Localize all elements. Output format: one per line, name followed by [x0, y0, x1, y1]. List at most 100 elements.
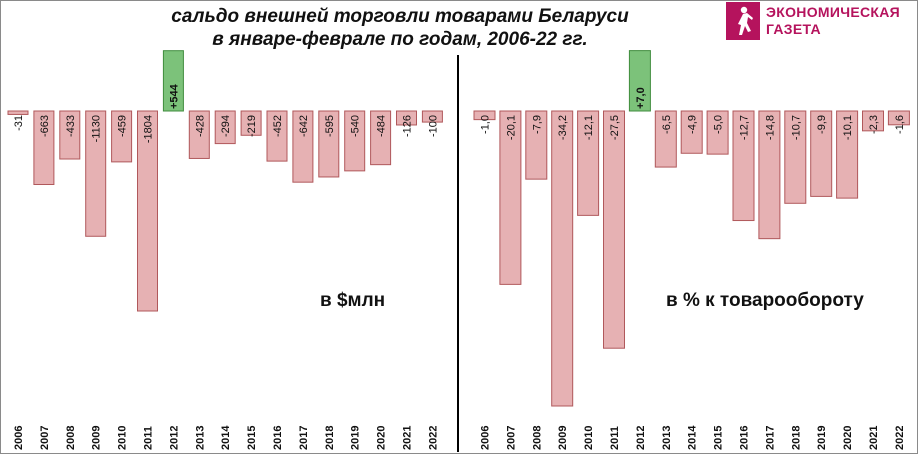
bar-2008 — [59, 110, 81, 160]
year-label-2012: 2012 — [635, 426, 647, 450]
bar-2022 — [421, 110, 443, 123]
year-label-2021: 2021 — [868, 426, 880, 450]
bar-2013 — [188, 110, 210, 159]
bar-2019 — [344, 110, 366, 172]
value-label-2020: -10,1 — [842, 115, 854, 140]
title-line-1: сальдо внешней торговли товарами Беларус… — [171, 6, 629, 27]
year-label-2006: 2006 — [480, 426, 492, 450]
year-label-2009: 2009 — [557, 426, 569, 450]
value-label-2009: -1130 — [91, 115, 103, 142]
bar-2012 — [162, 50, 184, 112]
bar-2010 — [111, 110, 133, 163]
bar-2021 — [862, 110, 884, 132]
bar-2013 — [654, 110, 677, 168]
year-label-2008: 2008 — [65, 426, 77, 450]
value-label-2016: -12,7 — [739, 115, 751, 140]
value-label-2017: -642 — [298, 115, 310, 137]
year-label-2010: 2010 — [583, 426, 595, 450]
value-label-2017: -14,8 — [764, 115, 776, 140]
bar-2016 — [266, 110, 288, 162]
value-label-2007: -663 — [39, 115, 51, 137]
bar-2007 — [33, 110, 55, 186]
bar-2011 — [137, 110, 158, 312]
year-label-2022: 2022 — [427, 426, 439, 450]
value-label-2018: -595 — [324, 115, 336, 137]
year-label-2007: 2007 — [505, 426, 517, 450]
bar-2017 — [292, 110, 314, 183]
year-label-2008: 2008 — [531, 426, 543, 450]
value-label-2013: -428 — [194, 115, 206, 137]
bar-2010 — [577, 110, 600, 216]
year-label-2016: 2016 — [272, 426, 284, 450]
year-label-2018: 2018 — [790, 426, 802, 450]
bar-2017 — [758, 110, 781, 240]
bar-2014 — [214, 110, 236, 145]
logo-text-line-1: ЭКОНОМИЧЕСКАЯ — [766, 4, 901, 20]
chart-title: сальдо внешней торговли товарами Беларус… — [120, 5, 680, 51]
year-label-2015: 2015 — [713, 426, 725, 450]
value-label-2008: -433 — [65, 115, 77, 137]
bar-2006 — [473, 110, 496, 121]
unit-label-usd: в $млн — [320, 290, 385, 311]
year-label-2021: 2021 — [402, 426, 414, 450]
value-label-2022: -1,6 — [894, 115, 906, 134]
value-label-2015: -219 — [246, 115, 258, 137]
logo-text-line-2: ГАЗЕТА — [766, 21, 821, 37]
bar-2015 — [706, 110, 729, 155]
year-label-2020: 2020 — [376, 426, 388, 450]
year-label-2014: 2014 — [687, 425, 699, 450]
value-label-2020: -484 — [376, 115, 388, 137]
bar-2020 — [370, 110, 392, 166]
year-label-2022: 2022 — [894, 426, 906, 450]
bar-2008 — [525, 110, 548, 180]
value-label-2021: -2,3 — [868, 115, 880, 134]
year-label-2019: 2019 — [350, 426, 362, 450]
bar-2016 — [732, 110, 755, 222]
year-label-2009: 2009 — [91, 426, 103, 450]
bar-2006 — [7, 110, 29, 115]
bar-2018 — [318, 110, 340, 178]
year-label-2017: 2017 — [764, 426, 776, 450]
bar-2021 — [396, 110, 417, 126]
bar-2012 — [628, 50, 651, 112]
value-label-2011: -1804 — [143, 115, 155, 143]
bar-2014 — [680, 110, 703, 154]
title-line-2: в январе-феврале по годам, 2006-22 гг. — [212, 29, 588, 50]
value-label-2009: -34,2 — [557, 115, 569, 140]
value-label-2018: -10,7 — [790, 115, 802, 140]
bar-2019 — [810, 110, 833, 197]
value-label-2013: -6,5 — [661, 115, 673, 134]
value-label-2011: -27,5 — [609, 115, 621, 140]
year-label-2018: 2018 — [324, 426, 336, 450]
value-label-2022: -100 — [427, 115, 439, 137]
year-label-2015: 2015 — [246, 426, 258, 450]
bar-2015 — [240, 110, 262, 136]
value-label-2016: -452 — [272, 115, 284, 137]
year-label-2017: 2017 — [298, 426, 310, 450]
value-label-2008: -7,9 — [531, 115, 543, 134]
year-label-2014: 2014 — [220, 425, 232, 450]
bar-2009 — [85, 110, 107, 237]
bar-2022 — [887, 110, 910, 126]
year-label-2013: 2013 — [194, 426, 206, 450]
chart-panel-usd: -31 2006 -663 2007 -433 2008 -1130 2009 -459 2010… — [7, 50, 443, 450]
bar-2011 — [603, 110, 625, 349]
value-label-2015: -5,0 — [713, 115, 725, 134]
value-label-2007: -20,1 — [505, 115, 517, 140]
value-label-2012: +7,0 — [635, 87, 647, 109]
value-label-2006: -31 — [13, 115, 25, 131]
bar-2007 — [499, 110, 522, 285]
chart-panel-percent: -1,0 2006 -20,1 2007 -7,9 2008 -34,2 2009 -12,1 2… — [473, 50, 910, 450]
year-label-2012: 2012 — [168, 426, 180, 450]
year-label-2011: 2011 — [609, 426, 621, 450]
running-figure-icon — [726, 2, 760, 40]
bar-2018 — [784, 110, 807, 204]
value-label-2010: -459 — [117, 115, 129, 137]
value-label-2012: +544 — [168, 83, 180, 109]
year-label-2011: 2011 — [143, 426, 155, 450]
year-label-2010: 2010 — [117, 426, 129, 450]
value-label-2014: -294 — [220, 115, 232, 137]
bar-2020 — [836, 110, 859, 199]
bar-2009 — [551, 110, 574, 407]
